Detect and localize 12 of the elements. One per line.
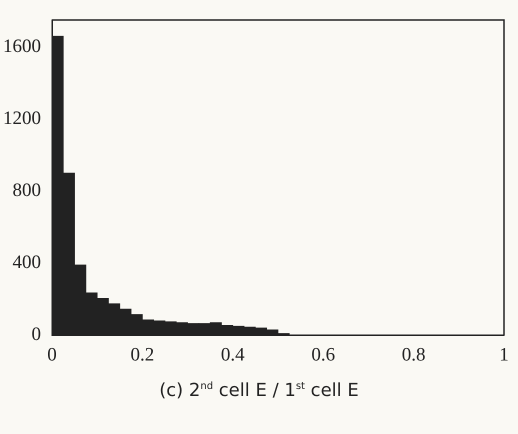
x-tick-label: 1: [499, 344, 509, 366]
x-tick-label: 0: [47, 344, 57, 366]
y-tick-label: 0: [32, 324, 41, 346]
x-tick-label: 0.6: [311, 344, 336, 366]
y-tick-label: 800: [12, 180, 41, 202]
x-tick-label: 0.4: [220, 344, 246, 366]
x-tick-label: 0.2: [130, 344, 154, 366]
y-tick-label: 1200: [3, 108, 41, 130]
x-axis-title: (c) 2$^{nd}$ cell E / 1$^{st}$ cell E: [158, 380, 360, 401]
x-tick-label: 0.8: [402, 344, 426, 366]
y-tick-label: 400: [12, 252, 41, 274]
y-tick-label: 1600: [3, 36, 41, 57]
